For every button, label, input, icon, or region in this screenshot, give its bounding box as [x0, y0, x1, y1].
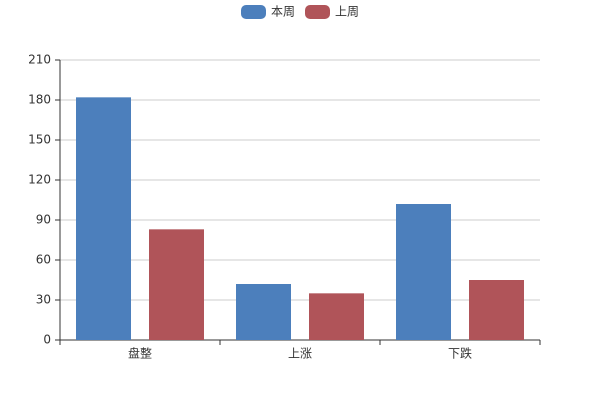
x-tick-label: 上涨	[288, 346, 312, 361]
bar	[309, 293, 364, 340]
bar	[76, 97, 131, 340]
legend-swatch	[305, 5, 330, 19]
y-tick-label: 180	[28, 93, 51, 107]
y-tick-label: 60	[36, 253, 51, 267]
bar	[469, 280, 524, 340]
legend-label: 上周	[335, 5, 359, 19]
bar	[396, 204, 451, 340]
x-tick-label: 下跌	[448, 346, 472, 361]
y-tick-label: 210	[28, 53, 51, 67]
bar	[236, 284, 291, 340]
legend-swatch	[241, 5, 266, 19]
x-tick-label: 盘整	[128, 346, 152, 361]
y-tick-label: 90	[36, 213, 51, 227]
y-tick-label: 150	[28, 133, 51, 147]
y-tick-label: 30	[36, 293, 51, 307]
bar	[149, 229, 204, 340]
legend-label: 本周	[271, 5, 295, 19]
y-tick-label: 120	[28, 173, 51, 187]
y-tick-label: 0	[43, 333, 51, 347]
